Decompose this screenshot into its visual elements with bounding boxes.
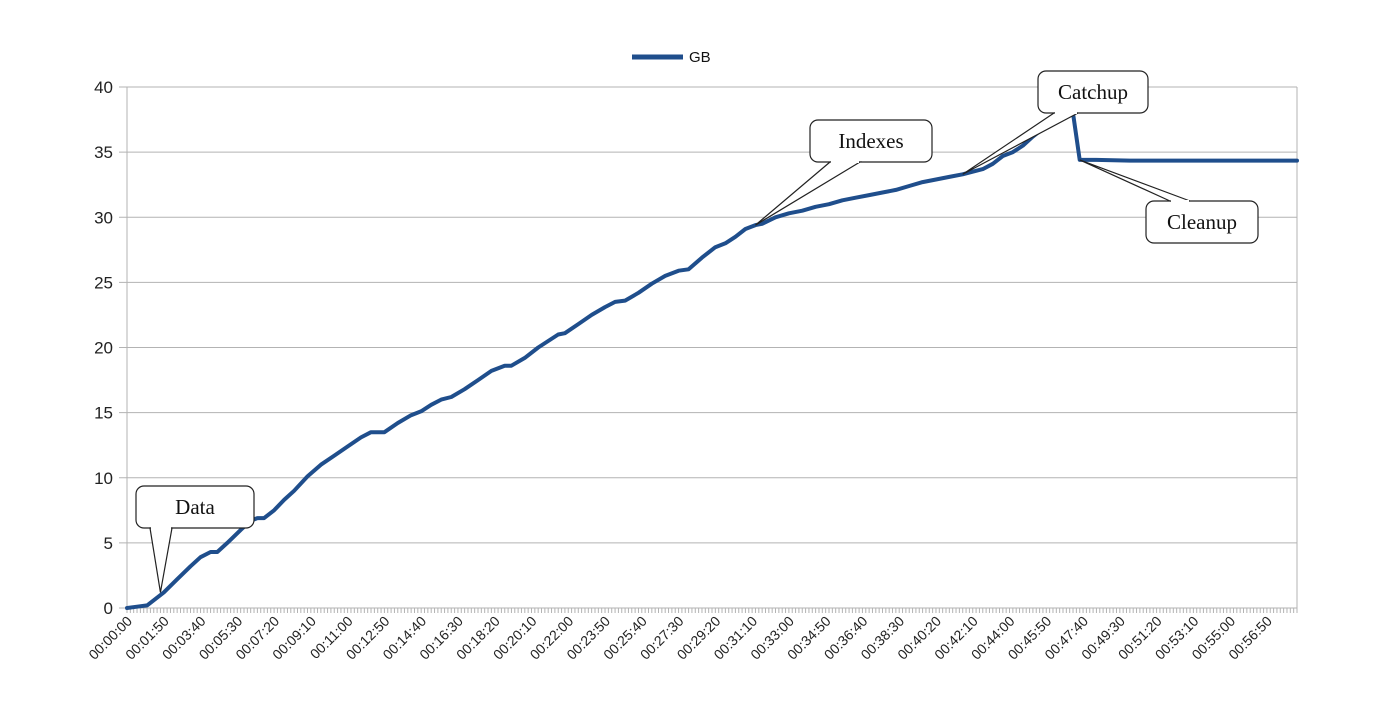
callout-box	[135, 485, 255, 529]
callout-label: Cleanup	[1167, 210, 1237, 234]
series-line-gb	[125, 111, 1299, 610]
callout-pointer	[1079, 159, 1191, 202]
callout-indexes: Indexes	[755, 119, 933, 226]
y-tick-label: 10	[94, 469, 113, 488]
y-tick-label: 5	[104, 534, 113, 553]
callout-label: Indexes	[838, 129, 903, 153]
legend: GB	[632, 49, 711, 66]
series-layer	[125, 111, 1299, 610]
y-axis-tick-labels: 0 5 10 15 20 25 30 35 40	[94, 78, 113, 618]
y-tick-label: 35	[94, 143, 113, 162]
callout-pointer	[755, 161, 863, 226]
callout-pointer	[149, 527, 173, 593]
callout-data: Data	[135, 485, 255, 593]
annotation-callouts: Data Indexes Catchup Cleanup	[135, 70, 1259, 593]
callout-label: Data	[175, 495, 215, 519]
legend-label-gb: GB	[689, 49, 711, 66]
callout-box	[1145, 200, 1259, 244]
y-tick-label: 0	[104, 599, 113, 618]
callout-box	[809, 119, 933, 163]
y-tick-label: 15	[94, 404, 113, 423]
callout-catchup: Catchup	[962, 70, 1149, 175]
y-tick-label: 25	[94, 273, 113, 292]
x-axis-tick-labels: 00:00:0000:01:5000:03:4000:05:3000:07:20…	[85, 613, 1275, 663]
y-tick-label: 40	[94, 78, 113, 97]
callout-box	[1037, 70, 1149, 114]
y-tick-label: 20	[94, 339, 113, 358]
callout-label: Catchup	[1058, 80, 1128, 104]
gridlines	[127, 86, 1297, 609]
y-tick-label: 30	[94, 208, 113, 227]
callout-pointer	[962, 112, 1079, 175]
callout-cleanup: Cleanup	[1079, 159, 1259, 244]
axes	[119, 86, 1298, 613]
